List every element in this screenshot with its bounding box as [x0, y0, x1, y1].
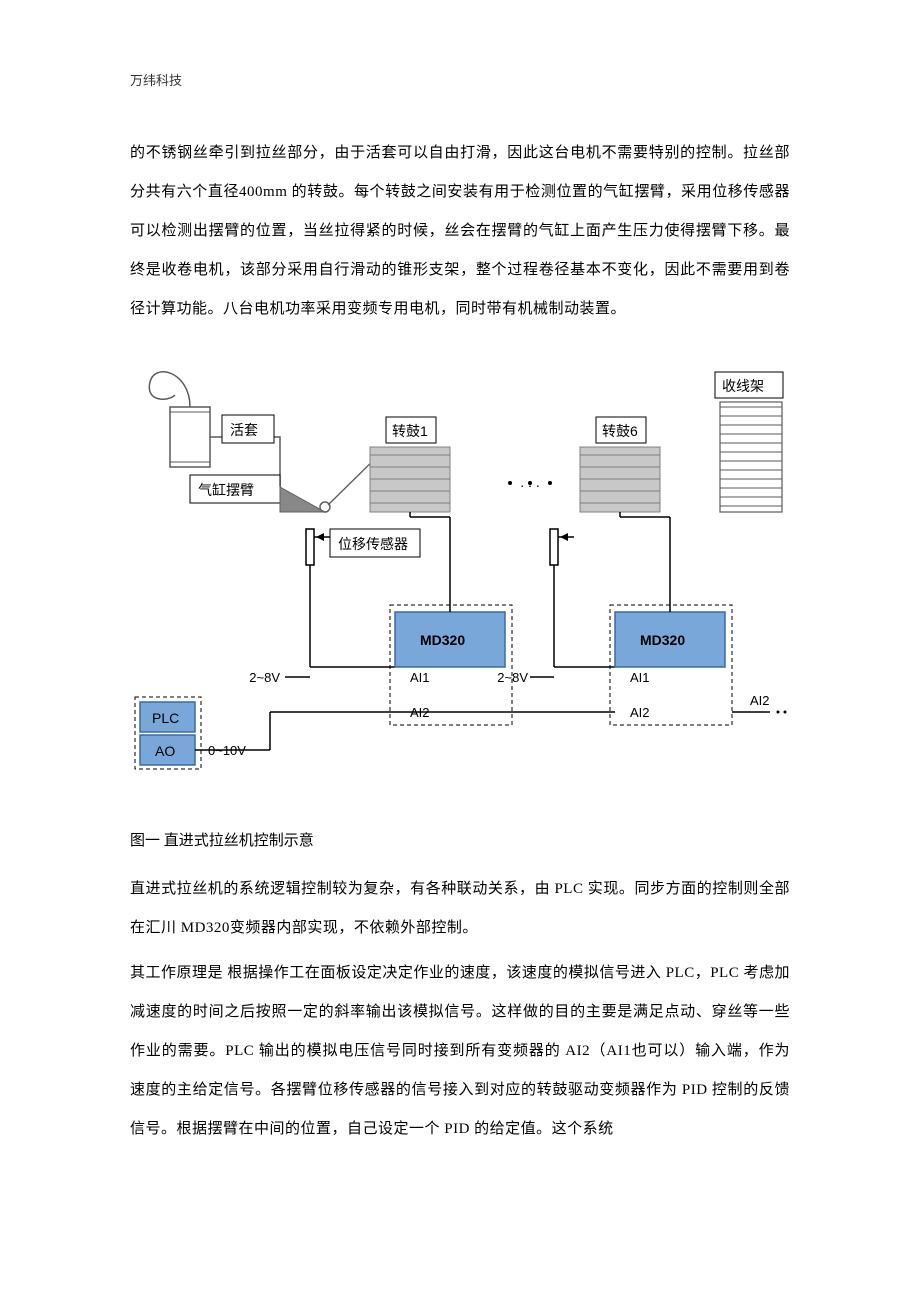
svg-text:气缸摆臂: 气缸摆臂: [198, 482, 254, 498]
svg-text:PLC: PLC: [152, 710, 179, 726]
svg-text:AI1: AI1: [630, 670, 650, 685]
figure-caption: 图一 直进式拉丝机控制示意: [130, 829, 790, 850]
svg-text:AI2: AI2: [630, 705, 650, 720]
svg-text:MD320: MD320: [640, 632, 685, 648]
svg-text:转鼓1: 转鼓1: [392, 423, 428, 439]
control-diagram: 活套气缸摆臂转鼓1. . .转鼓6收线架位移传感器MD320AI1AI22~8V…: [130, 357, 790, 807]
svg-text:2~8V: 2~8V: [497, 670, 528, 685]
svg-text:收线架: 收线架: [722, 378, 764, 394]
paragraph-3: 其工作原理是 根据操作工在面板设定决定作业的速度，该速度的模拟信号进入 PLC，…: [130, 954, 790, 1149]
svg-text:AI2: AI2: [750, 693, 770, 708]
svg-text:位移传感器: 位移传感器: [338, 536, 408, 552]
paragraph-2: 直进式拉丝机的系统逻辑控制较为复杂，有各种联动关系，由 PLC 实现。同步方面的…: [130, 870, 790, 948]
diagram-container: 活套气缸摆臂转鼓1. . .转鼓6收线架位移传感器MD320AI1AI22~8V…: [130, 357, 790, 807]
svg-text:2~8V: 2~8V: [249, 670, 280, 685]
svg-text:转鼓6: 转鼓6: [602, 423, 638, 439]
svg-text:MD320: MD320: [420, 632, 465, 648]
paragraph-1: 的不锈钢丝牵引到拉丝部分，由于活套可以自由打滑，因此这台电机不需要特别的控制。拉…: [130, 134, 790, 329]
svg-text:AI1: AI1: [410, 670, 430, 685]
page-header: 万纬科技: [130, 70, 790, 89]
svg-text:AO: AO: [155, 743, 175, 759]
svg-text:活套: 活套: [230, 422, 258, 438]
